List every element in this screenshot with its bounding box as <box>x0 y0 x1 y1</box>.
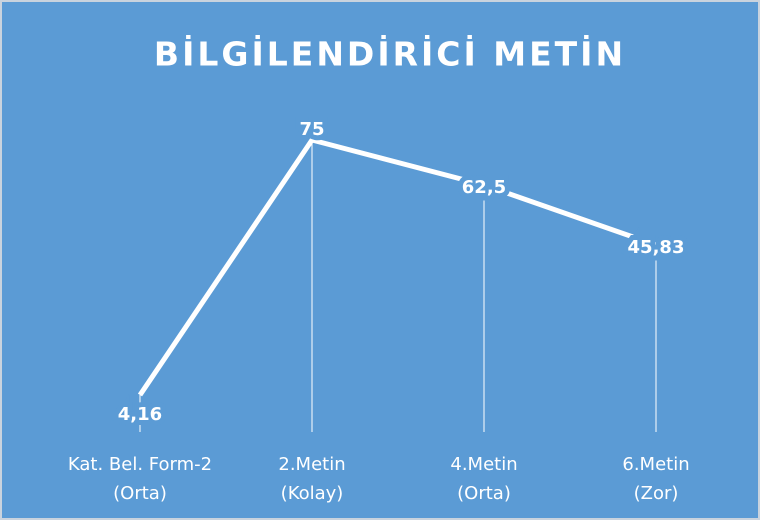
x-tick-label: 6.Metin <box>622 454 689 475</box>
x-tick-label: Kat. Bel. Form-2 <box>68 454 212 475</box>
x-tick-label: 4.Metin <box>450 454 517 475</box>
x-tick-label: 2.Metin <box>278 454 345 475</box>
data-line <box>137 137 657 397</box>
x-tick-label: (Orta) <box>457 483 511 504</box>
x-tick-label: (Zor) <box>634 483 679 504</box>
x-tick-label: (Orta) <box>113 483 167 504</box>
chart-title: BİLGİLENDİRİCİ METİN <box>154 34 626 74</box>
data-label: 75 <box>299 119 324 140</box>
x-tick-label: (Kolay) <box>281 483 344 504</box>
data-label: 62,5 <box>462 177 506 198</box>
data-label: 4,16 <box>118 404 162 425</box>
data-label: 45,83 <box>628 237 685 258</box>
